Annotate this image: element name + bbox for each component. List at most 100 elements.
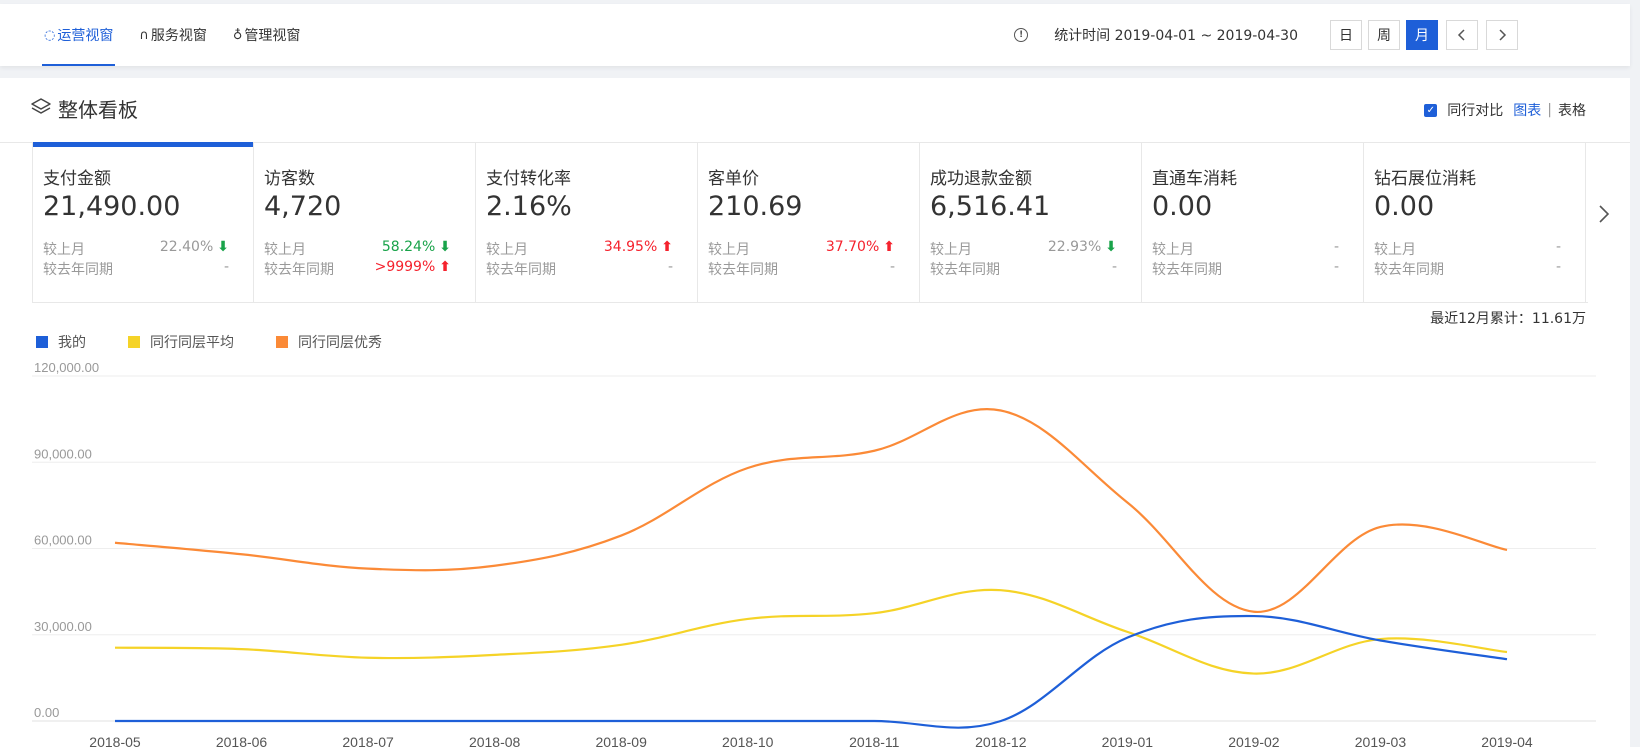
top-nav-bar: ◌ 运营视窗 ∩ 服务视窗 ♁ 管理视窗 ! 统计时间 2019-04-01 ~… xyxy=(0,4,1630,66)
metric-name: 客单价 xyxy=(708,169,759,189)
arrow-up-icon: ⬆ xyxy=(883,239,895,255)
tab-label: 服务视窗 xyxy=(150,28,207,44)
compare-checkbox[interactable]: ✓ xyxy=(1424,103,1438,117)
metric-card[interactable]: 客单价 210.69 较上月 37.70% ⬆ 较去年同期 - xyxy=(698,142,920,302)
arrow-up-icon: ⬆ xyxy=(661,239,673,255)
legend-swatch xyxy=(128,336,140,348)
mom-text: 34.95% xyxy=(603,239,658,255)
x-tick-label: 2018-06 xyxy=(216,734,268,747)
separator: | xyxy=(1547,102,1552,118)
y-tick-label: 60,000.00 xyxy=(34,533,92,548)
metric-card[interactable]: 访客数 4,720 较上月 58.24% ⬇ 较去年同期 >9999% ⬆ xyxy=(254,142,476,302)
cumulative-total: 最近12月累计：11.61万 xyxy=(1430,311,1586,327)
board-options: ✓ 同行对比 图表 | 表格 xyxy=(1424,100,1586,120)
series-line-1[interactable] xyxy=(114,588,1508,675)
x-tick-label: 2018-12 xyxy=(975,734,1027,747)
x-tick-label: 2018-05 xyxy=(89,734,141,747)
metric-cards: 支付金额 21,490.00 较上月 22.40% ⬇ 较去年同期 - 访客数 4… xyxy=(32,142,1588,303)
mom-text: - xyxy=(1333,239,1339,255)
yoy-value: - xyxy=(1334,259,1339,275)
line-chart: 0.00 30,000.00 60,000.00 90,000.00 120,000.0… xyxy=(32,360,1596,747)
tab-service-view[interactable]: ∩ 服务视窗 xyxy=(139,4,207,66)
headset-icon: ∩ xyxy=(139,27,149,43)
mom-value: 22.40% ⬇ xyxy=(160,239,229,255)
yoy-value: - xyxy=(668,259,673,275)
metric-yoy-row: 较去年同期 - xyxy=(708,259,919,279)
yoy-text: - xyxy=(223,259,229,275)
x-tick-label: 2018-08 xyxy=(469,734,521,747)
legend-label: 同行同层优秀 xyxy=(298,335,382,351)
legend-item[interactable]: 同行同层优秀 xyxy=(276,332,382,352)
tab-operation-view[interactable]: ◌ 运营视窗 xyxy=(41,4,116,66)
next-period-button[interactable] xyxy=(1486,20,1518,50)
metric-value: 6,516.41 xyxy=(930,191,1051,222)
yoy-text: - xyxy=(1333,259,1339,275)
metric-card[interactable]: 钻石展位消耗 0.00 较上月 - 较去年同期 - xyxy=(1364,142,1586,302)
next-metrics-button[interactable] xyxy=(1598,204,1610,230)
x-tick-label: 2019-02 xyxy=(1228,734,1280,747)
chevron-right-icon xyxy=(1599,205,1610,223)
board-title: 整体看板 xyxy=(58,98,138,122)
metric-card[interactable]: 直通车消耗 0.00 较上月 - 较去年同期 - xyxy=(1142,142,1364,302)
trend-chart: 最近12月累计：11.61万 我的 同行同层平均 同行同层优秀 0.00 30,000… xyxy=(0,311,1630,747)
spinner-icon: ◌ xyxy=(44,27,56,43)
period-week-button[interactable]: 周 xyxy=(1368,20,1400,50)
x-tick-label: 2019-04 xyxy=(1481,734,1533,747)
metric-yoy-row: 较去年同期 - xyxy=(930,259,1141,279)
arrow-up-icon: ⬆ xyxy=(439,259,451,275)
metric-yoy-row: 较去年同期 >9999% ⬆ xyxy=(264,259,475,279)
chart-view-link[interactable]: 图表 xyxy=(1513,103,1542,119)
metric-name: 直通车消耗 xyxy=(1152,169,1237,189)
legend-label: 同行同层平均 xyxy=(150,335,234,351)
series-line-0[interactable] xyxy=(115,614,1508,729)
period-month-button[interactable]: 月 xyxy=(1406,20,1438,50)
legend-label: 我的 xyxy=(58,335,86,351)
yoy-value: - xyxy=(224,259,229,275)
mom-text: - xyxy=(1555,239,1561,255)
stat-time-range: 统计时间 2019-04-01 ~ 2019-04-30 xyxy=(1054,28,1298,44)
prev-period-button[interactable] xyxy=(1446,20,1478,50)
metric-mom-row: 较上月 - xyxy=(1152,239,1363,259)
chart-legend: 我的 同行同层平均 同行同层优秀 xyxy=(36,332,424,352)
mom-value: 37.70% ⬆ xyxy=(826,239,895,255)
yoy-label: 较去年同期 xyxy=(1374,262,1444,278)
table-view-link[interactable]: 表格 xyxy=(1558,103,1586,119)
mom-label: 较上月 xyxy=(486,242,528,258)
layers-icon xyxy=(31,98,51,114)
metric-yoy-row: 较去年同期 - xyxy=(43,259,253,279)
metric-value: 21,490.00 xyxy=(43,191,181,222)
yoy-value: - xyxy=(1112,259,1117,275)
series-line-2[interactable] xyxy=(114,408,1508,613)
mom-value: 22.93% ⬇ xyxy=(1048,239,1117,255)
info-icon[interactable]: ! xyxy=(1014,28,1029,42)
arrow-down-icon: ⬇ xyxy=(217,239,229,255)
metric-card[interactable]: 支付金额 21,490.00 较上月 22.40% ⬇ 较去年同期 - xyxy=(32,142,254,302)
metric-name: 支付金额 xyxy=(43,169,111,189)
mom-label: 较上月 xyxy=(264,242,306,258)
legend-item[interactable]: 我的 xyxy=(36,332,86,352)
legend-swatch xyxy=(36,336,48,348)
tab-label: 管理视窗 xyxy=(244,28,301,44)
metric-value: 0.00 xyxy=(1374,191,1435,222)
metric-name: 支付转化率 xyxy=(486,169,571,189)
legend-item[interactable]: 同行同层平均 xyxy=(128,332,234,352)
yoy-label: 较去年同期 xyxy=(930,262,1000,278)
metric-value: 4,720 xyxy=(264,191,342,222)
metric-value: 210.69 xyxy=(708,191,803,222)
tab-management-view[interactable]: ♁ 管理视窗 xyxy=(233,4,301,66)
x-tick-label: 2018-07 xyxy=(342,734,394,747)
yoy-text: - xyxy=(667,259,673,275)
tab-label: 运营视窗 xyxy=(57,28,114,44)
metric-yoy-row: 较去年同期 - xyxy=(1152,259,1363,279)
metric-mom-row: 较上月 34.95% ⬆ xyxy=(486,239,697,259)
metric-card[interactable]: 成功退款金额 6,516.41 较上月 22.93% ⬇ 较去年同期 - xyxy=(920,142,1142,302)
metric-mom-row: 较上月 - xyxy=(1374,239,1585,259)
mom-value: - xyxy=(1556,239,1561,255)
metric-card[interactable]: 支付转化率 2.16% 较上月 34.95% ⬆ 较去年同期 - xyxy=(476,142,698,302)
yoy-label: 较去年同期 xyxy=(264,262,334,278)
period-day-button[interactable]: 日 xyxy=(1330,20,1362,50)
metric-yoy-row: 较去年同期 - xyxy=(486,259,697,279)
board-header: 整体看板 ✓ 同行对比 图表 | 表格 xyxy=(0,78,1630,143)
mom-label: 较上月 xyxy=(930,242,972,258)
yoy-label: 较去年同期 xyxy=(43,262,113,278)
